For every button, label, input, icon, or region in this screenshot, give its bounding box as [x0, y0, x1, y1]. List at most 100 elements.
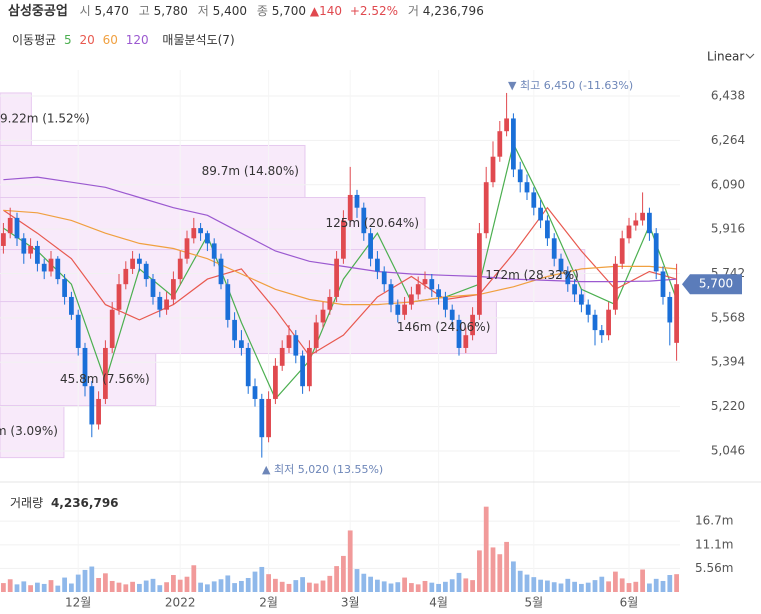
candle-body	[239, 340, 244, 348]
candle-body	[218, 258, 224, 285]
candle-body	[579, 294, 584, 305]
candle-body	[585, 304, 591, 315]
candle-body	[327, 296, 333, 310]
volume-bar	[667, 575, 673, 592]
volume-bar	[48, 580, 54, 592]
volume-bar	[660, 580, 666, 592]
x-tick-label: 2022	[165, 596, 196, 610]
profile-label: 89.7m (14.80%)	[202, 164, 299, 178]
candle-body	[341, 220, 346, 259]
volume-bar	[334, 566, 339, 592]
candle-body	[477, 233, 482, 315]
profile-bar	[0, 197, 426, 251]
candle-body	[96, 398, 101, 425]
profile-label: 146m (24.06%)	[397, 320, 491, 334]
volume-bar	[436, 583, 441, 592]
dropdown-icon[interactable]	[745, 53, 755, 59]
candle-body	[653, 233, 659, 272]
candle-body	[667, 296, 673, 323]
volume-bar	[300, 577, 305, 592]
x-tick-label: 3월	[341, 596, 360, 610]
candle-body	[524, 182, 530, 193]
open-label: 시	[80, 4, 91, 18]
volume-bar	[517, 570, 523, 592]
ma-line	[3, 142, 678, 400]
candle-body	[245, 347, 251, 387]
candle-body	[62, 279, 67, 297]
volume-bar	[143, 580, 149, 592]
candle-body	[300, 355, 305, 387]
candle-body	[143, 263, 149, 280]
profile-bar	[0, 92, 32, 146]
volume-bar	[96, 577, 101, 592]
volume-bar	[674, 574, 679, 592]
candle-body	[14, 217, 20, 239]
scale-label[interactable]: Linear	[707, 50, 744, 64]
volume-bar	[245, 577, 251, 592]
candle-body	[130, 258, 135, 269]
volume-bar	[354, 569, 360, 592]
profile-label: 125m (20.64%)	[325, 216, 419, 230]
volume-bar	[266, 574, 271, 592]
profile-title: 매물분석도(7)	[162, 33, 234, 47]
close-value: 5,700	[272, 4, 306, 18]
volume-bar	[449, 579, 455, 592]
volume-bar	[572, 581, 577, 592]
volume-bar	[653, 578, 659, 592]
candle-body	[252, 386, 258, 399]
volume-bar	[286, 583, 292, 592]
x-tick-label: 4월	[429, 596, 448, 610]
volume-bar	[198, 582, 203, 592]
volume-bar	[205, 584, 210, 592]
candle-body	[150, 279, 156, 297]
volume-bar	[62, 577, 67, 592]
candle-body	[551, 238, 557, 259]
volume-bar	[606, 581, 611, 592]
volume-tick-label: 16.7m	[695, 514, 733, 528]
volume-bar	[259, 566, 265, 592]
candle-body	[7, 217, 13, 234]
candle-body	[55, 258, 61, 280]
x-tick-label: 6월	[620, 596, 639, 610]
volume-bar	[647, 583, 652, 592]
candle-body	[415, 284, 421, 295]
candle-layer	[1, 92, 679, 592]
volume-bar	[177, 579, 183, 592]
volume-bar	[89, 566, 95, 592]
volume-bar	[347, 530, 353, 592]
candle-body	[511, 118, 516, 170]
volume-bar	[116, 582, 122, 592]
volume-bar	[171, 575, 176, 592]
last-price-tag	[682, 274, 742, 295]
x-tick-label: 2월	[259, 596, 278, 610]
candle-body	[89, 386, 95, 425]
profile-bar	[0, 144, 306, 198]
candle-body	[164, 299, 169, 310]
ma-title: 이동평균	[12, 33, 56, 47]
ma-legend-item: 20	[79, 33, 94, 47]
candle-body	[279, 347, 285, 366]
volume-bar	[409, 583, 414, 592]
candle-body	[429, 279, 435, 290]
candle-body	[517, 169, 523, 183]
volume-bar	[320, 580, 326, 592]
profile-label: 172m (28.32%)	[485, 268, 579, 282]
candle-body	[497, 131, 503, 157]
volume-bar	[551, 582, 557, 592]
volume-bar	[21, 581, 27, 592]
y-tick-label: 5,220	[711, 399, 745, 413]
volume-bar	[626, 583, 632, 592]
candle-body	[449, 309, 455, 320]
high-label: 고	[139, 4, 150, 18]
volume-bar	[483, 506, 489, 592]
volume-bar	[368, 576, 373, 592]
volume-bar	[388, 583, 394, 592]
y-tick-label: 5,046	[711, 443, 745, 457]
volume-bar	[545, 580, 550, 592]
volume-bar	[82, 569, 88, 592]
candle-body	[28, 245, 33, 254]
candle-body	[184, 238, 190, 259]
ma-legend-item: 5	[64, 33, 72, 47]
volume-bar	[225, 575, 231, 592]
volume-bar	[395, 582, 401, 592]
